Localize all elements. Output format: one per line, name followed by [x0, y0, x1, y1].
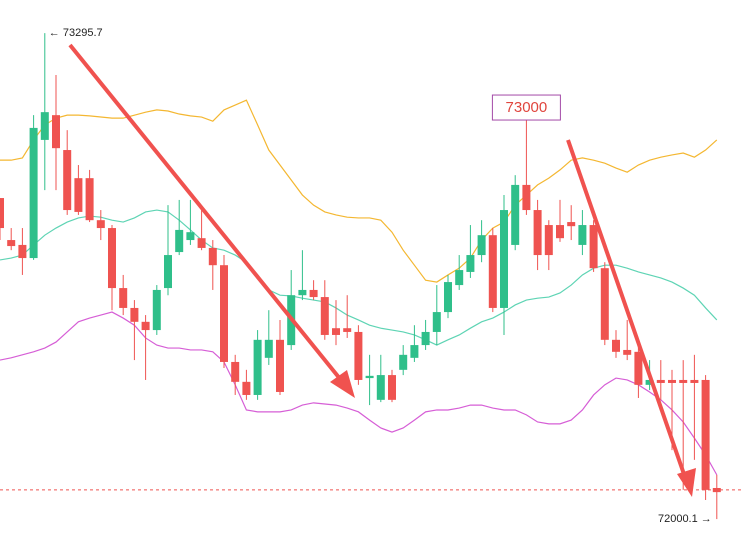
candle-body	[612, 339, 620, 352]
candle-body	[690, 379, 699, 383]
candle-body	[253, 339, 262, 395]
candle-body	[578, 225, 587, 245]
arrow-head	[677, 468, 696, 497]
candle-body	[455, 270, 464, 286]
candle-body	[544, 225, 553, 256]
candle-body	[264, 339, 273, 358]
candle-body	[589, 225, 598, 269]
candle-body	[74, 178, 83, 212]
candle-body	[85, 178, 94, 221]
candle-body	[701, 379, 710, 490]
candle-body	[175, 229, 184, 253]
candle-body	[634, 351, 643, 385]
candle-body	[600, 268, 609, 340]
candle-body	[108, 228, 116, 289]
candle-body	[668, 379, 676, 383]
candle-body	[0, 198, 4, 229]
candle-body	[388, 375, 396, 400]
candle-body	[656, 379, 665, 383]
low-label: 72000.1 →	[658, 513, 712, 525]
candle-body	[567, 222, 576, 227]
candle-body	[511, 184, 520, 245]
candle-body	[208, 247, 217, 266]
candle-body	[242, 381, 251, 395]
candle-body	[556, 225, 564, 239]
candle-body	[119, 288, 128, 308]
candle-body	[399, 354, 408, 370]
candle-body	[533, 210, 542, 256]
candle-body	[623, 349, 632, 355]
candle-body	[410, 345, 419, 358]
candle-body	[354, 331, 363, 380]
candle-body	[645, 379, 654, 385]
candle-body	[298, 289, 307, 296]
candle-body	[152, 289, 161, 331]
candle-body	[231, 361, 240, 382]
arrow-head	[330, 370, 355, 398]
candle-body	[332, 328, 340, 335]
candle-body	[29, 127, 38, 259]
candle-body	[488, 235, 497, 308]
candle-body	[500, 210, 508, 308]
candle-body	[130, 307, 139, 322]
candle-body	[477, 235, 486, 256]
candle-body	[40, 112, 49, 140]
candle-body	[432, 312, 441, 332]
candle-body	[197, 238, 206, 248]
high-label: ← 73295.7	[49, 27, 103, 39]
candle-body	[276, 339, 284, 392]
candles	[0, 33, 721, 520]
candle-body	[522, 184, 531, 211]
candle-body	[52, 115, 60, 149]
candle-body	[63, 150, 72, 211]
band-line	[0, 209, 718, 346]
trend-arrow	[68, 43, 347, 387]
band-line	[0, 99, 718, 283]
bands	[0, 99, 718, 476]
candle-body	[18, 244, 27, 259]
candle-body	[96, 220, 105, 229]
level-box	[491, 94, 561, 121]
candle-body	[309, 289, 318, 298]
candle-body	[320, 297, 329, 335]
candle-body	[365, 375, 374, 379]
band-line	[0, 311, 718, 476]
candle-body	[376, 375, 385, 400]
candle-body	[164, 255, 172, 289]
candle-body	[220, 265, 228, 362]
candle-body	[141, 321, 150, 331]
candle-body	[466, 255, 475, 272]
candle-body	[186, 232, 195, 241]
level-label: 73000	[506, 99, 548, 116]
candle-body	[7, 240, 16, 247]
candle-body	[343, 328, 352, 332]
candle-body	[444, 282, 452, 313]
candle-body	[421, 331, 430, 346]
candle-body	[679, 379, 688, 383]
trend-arrow	[566, 139, 688, 481]
